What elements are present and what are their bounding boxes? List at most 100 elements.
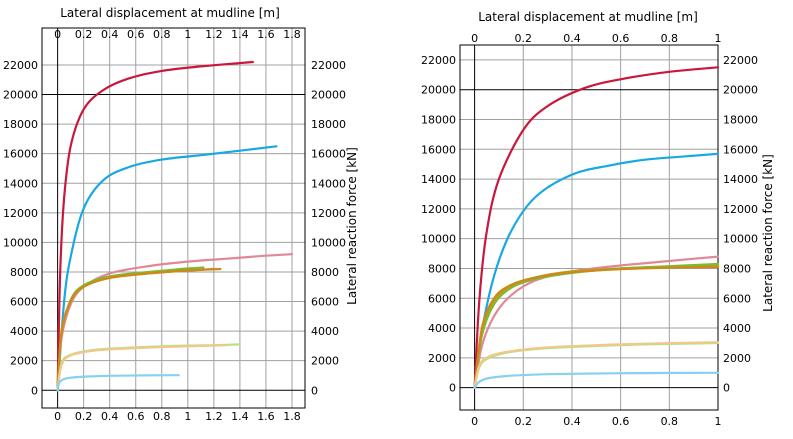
chart1-series-3-line: [56, 253, 294, 392]
chart1-series-1-line: [56, 60, 254, 392]
chart2-y-tick-left: 4000: [428, 322, 456, 335]
chart2-x-tick-bottom: 0.2: [515, 415, 533, 428]
chart2-y-tick-left: 16000: [421, 143, 456, 156]
chart1-y-tick-right: 22000: [311, 59, 346, 72]
chart2-series-3-line: [473, 255, 720, 389]
chart1-x-tick-bottom: 0.8: [153, 410, 171, 423]
chart2-x-tick-bottom: 0.6: [612, 415, 630, 428]
chart2-y-tick-right: 12000: [723, 203, 758, 216]
chart1-x-tick-bottom: 1.6: [257, 410, 275, 423]
chart1-x-tick-top: 0.2: [75, 28, 93, 41]
chart2-y-tick-right: 14000: [723, 173, 758, 186]
chart1-x-tick-bottom: 0.2: [75, 410, 93, 423]
chart2-x-tick-bottom: 1: [715, 415, 722, 428]
chart2-x-tick-bottom: 0.8: [661, 415, 679, 428]
chart2-y-axis-title: Lateral reaction force [kN]: [761, 154, 775, 312]
chart2-y-tick-right: 6000: [723, 292, 751, 305]
chart1-y-tick-left: 4000: [10, 325, 38, 338]
chart1-y-tick-left: 2000: [10, 355, 38, 368]
chart2-x-tick-top: 0.6: [612, 32, 630, 45]
chart1-y-tick-left: 22000: [3, 59, 38, 72]
chart1-x-tick-top: 1.4: [231, 28, 249, 41]
chart1-x-tick-bottom: 0.6: [127, 410, 145, 423]
chart2-y-tick-right: 4000: [723, 322, 751, 335]
chart2-y-tick-right: 18000: [723, 113, 758, 126]
chart2-y-tick-left: 22000: [421, 54, 456, 67]
chart1-y-tick-right: 20000: [311, 89, 346, 102]
chart1-y-tick-left: 6000: [10, 296, 38, 309]
chart1-x-tick-top: 1: [184, 28, 191, 41]
chart1-x-tick-top: 1.2: [205, 28, 223, 41]
chart2-series-6-line: [473, 265, 720, 389]
chart1-x-tick-top: 1.6: [257, 28, 275, 41]
chart2-y-tick-right: 8000: [723, 262, 751, 275]
chart1-series-9-line: [56, 374, 180, 392]
chart1-x-tick-bottom: 0: [54, 410, 61, 423]
chart2-series-9-line: [473, 371, 720, 389]
chart2-x-tick-top: 0.4: [563, 32, 581, 45]
chart1-y-tick-left: 12000: [3, 207, 38, 220]
chart1-y-tick-left: 20000: [3, 89, 38, 102]
chart2-y-tick-left: 2000: [428, 352, 456, 365]
chart2-series-8-line: [473, 341, 720, 389]
chart1-x-tick-bottom: 1: [184, 410, 191, 423]
chart1-y-tick-left: 0: [31, 384, 38, 397]
chart2-series-2-line: [473, 152, 720, 389]
chart2-series-7-line: [473, 341, 720, 389]
chart2-y-tick-left: 0: [449, 382, 456, 395]
chart2-y-tick-left: 12000: [421, 203, 456, 216]
chart1-x-tick-bottom: 1.4: [231, 410, 249, 423]
chart1-x-axis-title: Lateral displacement at mudline [m]: [60, 6, 280, 20]
chart1-y-tick-right: 18000: [311, 118, 346, 131]
chart1-y-axis-title: Lateral reaction force [kN]: [345, 147, 359, 305]
chart2-x-tick-top: 1: [715, 32, 722, 45]
chart2-x-tick-top: 0.8: [661, 32, 679, 45]
chart1-x-tick-bottom: 0.4: [101, 410, 119, 423]
chart2-y-tick-left: 18000: [421, 113, 456, 126]
chart2-y-tick-left: 6000: [428, 292, 456, 305]
chart2-y-tick-right: 20000: [723, 84, 758, 97]
chart2-plot-frame: [459, 44, 719, 411]
chart2-x-tick-top: 0: [471, 32, 478, 45]
chart1-y-tick-right: 0: [311, 384, 318, 397]
chart1-y-tick-right: 4000: [311, 325, 339, 338]
chart1-y-tick-left: 8000: [10, 266, 38, 279]
chart1-x-tick-top: 1.8: [283, 28, 301, 41]
chart2-y-tick-left: 20000: [421, 84, 456, 97]
chart1-y-tick-right: 8000: [311, 266, 339, 279]
chart1-x-tick-top: 0.6: [127, 28, 145, 41]
chart1-y-tick-right: 14000: [311, 177, 346, 190]
chart1-series-2-line: [56, 145, 278, 392]
chart1-x-tick-top: 0.8: [153, 28, 171, 41]
chart2-y-tick-right: 2000: [723, 352, 751, 365]
chart1-series-8-line: [56, 344, 228, 392]
chart2-x-tick-bottom: 0.4: [563, 415, 581, 428]
chart2-y-tick-left: 10000: [421, 233, 456, 246]
chart2-series-5-line: [473, 262, 720, 389]
chart1-x-tick-top: 0.4: [101, 28, 119, 41]
chart2-y-tick-right: 10000: [723, 233, 758, 246]
chart2-x-tick-bottom: 0: [471, 415, 478, 428]
chart1-y-tick-left: 10000: [3, 236, 38, 249]
chart1-y-tick-right: 6000: [311, 296, 339, 309]
chart1-plot-frame: [41, 27, 306, 409]
chart2-y-tick-right: 16000: [723, 143, 758, 156]
chart2-x-axis-title: Lateral displacement at mudline [m]: [478, 10, 698, 24]
chart1-x-tick-bottom: 1.2: [205, 410, 223, 423]
chart1-x-tick-bottom: 1.8: [283, 410, 301, 423]
chart2-x-tick-top: 0.2: [515, 32, 533, 45]
chart1-series-6-line: [56, 267, 222, 392]
chart2-series-1-line: [473, 66, 720, 389]
chart2-y-tick-right: 0: [723, 382, 730, 395]
chart1-y-tick-right: 2000: [311, 355, 339, 368]
chart1-y-tick-right: 10000: [311, 236, 346, 249]
chart1-y-tick-left: 14000: [3, 177, 38, 190]
chart1-y-tick-left: 16000: [3, 148, 38, 161]
chart2-y-tick-right: 22000: [723, 54, 758, 67]
chart1-y-tick-right: 16000: [311, 148, 346, 161]
chart2-y-tick-left: 14000: [421, 173, 456, 186]
chart1-series-5-line: [56, 266, 205, 392]
chart1-y-tick-left: 18000: [3, 118, 38, 131]
chart1-y-tick-right: 12000: [311, 207, 346, 220]
chart2-y-tick-left: 8000: [428, 262, 456, 275]
